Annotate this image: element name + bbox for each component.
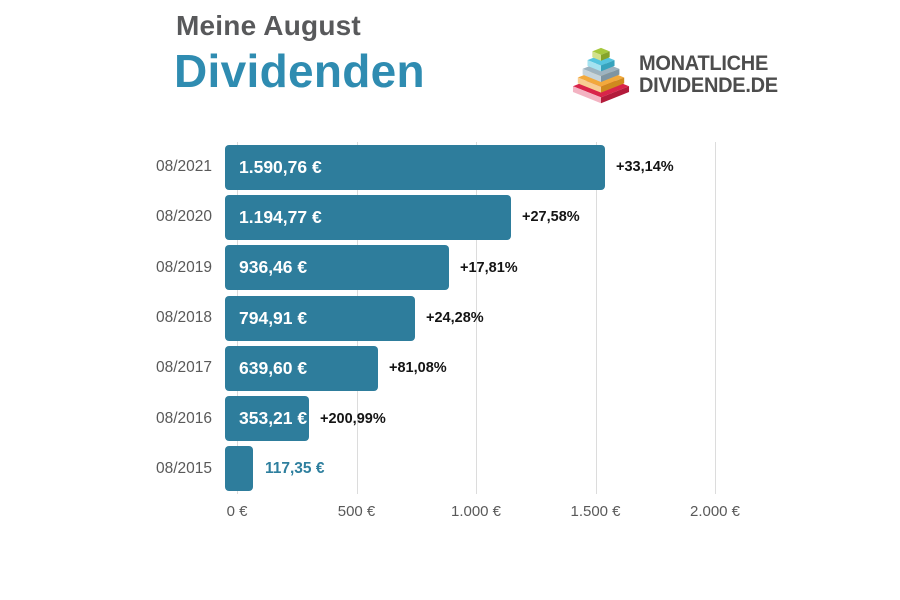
bar: [225, 446, 253, 492]
bar: 794,91 €: [225, 295, 415, 341]
bar-zone: 353,21 € +200,99%: [225, 396, 900, 442]
bar-zone: 117,35 €: [225, 446, 900, 492]
growth-label: +17,81%: [460, 259, 518, 276]
category-label: 08/2020: [155, 208, 212, 226]
bar-value-label: 117,35 €: [265, 459, 325, 477]
bar-row: 08/2015 117,35 €: [0, 444, 900, 494]
bar-zone: 639,60 € +81,08%: [225, 345, 900, 391]
bar-value-label: 639,60 €: [239, 357, 308, 378]
x-tick-label: 500 €: [337, 503, 376, 520]
bar-zone: 1.590,76 € +33,14%: [225, 144, 900, 190]
bar-zone: 1.194,77 € +27,58%: [225, 194, 900, 240]
growth-label: +81,08%: [389, 360, 447, 377]
stacked-pyramid-icon: [572, 47, 630, 104]
category-label: 08/2016: [155, 409, 212, 427]
bar-value-label: 1.590,76 €: [239, 156, 322, 177]
bar-chart: 08/2021 1.590,76 € +33,14% 08/2020 1.194,77 …: [0, 142, 900, 542]
bar-row: 08/2017 639,60 € +81,08%: [0, 343, 900, 393]
bar: 353,21 €: [225, 396, 309, 442]
growth-label: +33,14%: [616, 159, 674, 176]
bar-zone: 794,91 € +24,28%: [225, 295, 900, 341]
gridline: [715, 142, 716, 494]
bar-row: 08/2016 353,21 € +200,99%: [0, 393, 900, 443]
brand-line-2: DIVIDENDE.DE: [639, 73, 778, 97]
x-tick-label: 0 €: [226, 503, 248, 520]
bar-rows: 08/2021 1.590,76 € +33,14% 08/2020 1.194,77 …: [0, 142, 900, 494]
growth-label: +24,28%: [426, 310, 484, 327]
bar-row: 08/2021 1.590,76 € +33,14%: [0, 142, 900, 192]
bar-value-label: 353,21 €: [239, 408, 308, 429]
bar-row: 08/2020 1.194,77 € +27,58%: [0, 192, 900, 242]
category-label: 08/2018: [155, 309, 212, 327]
bar-row: 08/2018 794,91 € +24,28%: [0, 293, 900, 343]
chart-subtitle: Meine August: [176, 10, 361, 41]
chart-title: Dividenden: [174, 45, 425, 97]
bar: 639,60 €: [225, 345, 378, 391]
category-label: 08/2015: [155, 459, 212, 477]
growth-label: +200,99%: [320, 410, 386, 427]
x-axis: 0 € 500 € 1.000 € 1.500 € 2.000 €: [227, 503, 740, 525]
bar-zone: 936,46 € +17,81%: [225, 245, 900, 291]
brand-line-1: MONATLICHE: [639, 51, 769, 76]
bar-value-label: 1.194,77 €: [239, 206, 322, 227]
category-label: 08/2021: [155, 158, 212, 176]
brand-wordmark: MONATLICHE DIVIDENDE.DE: [639, 51, 778, 97]
bar-row: 08/2019 936,46 € +17,81%: [0, 243, 900, 293]
bar: 1.590,76 €: [225, 144, 605, 190]
growth-label: +27,58%: [522, 209, 580, 226]
category-label: 08/2019: [155, 258, 212, 276]
bar-value-label: 794,91 €: [239, 307, 308, 328]
category-label: 08/2017: [155, 359, 212, 377]
x-tick-label: 2.000 €: [689, 503, 741, 520]
bar: 1.194,77 €: [225, 194, 511, 240]
bar: 936,46 €: [225, 245, 449, 291]
gridline: [476, 142, 477, 494]
gridline: [595, 142, 597, 494]
brand-logo: MONATLICHE DIVIDENDE.DE: [572, 44, 788, 106]
bar-value-label: 936,46 €: [239, 257, 308, 278]
x-tick-label: 1.000 €: [450, 503, 502, 520]
x-tick-label: 1.500 €: [570, 503, 621, 520]
